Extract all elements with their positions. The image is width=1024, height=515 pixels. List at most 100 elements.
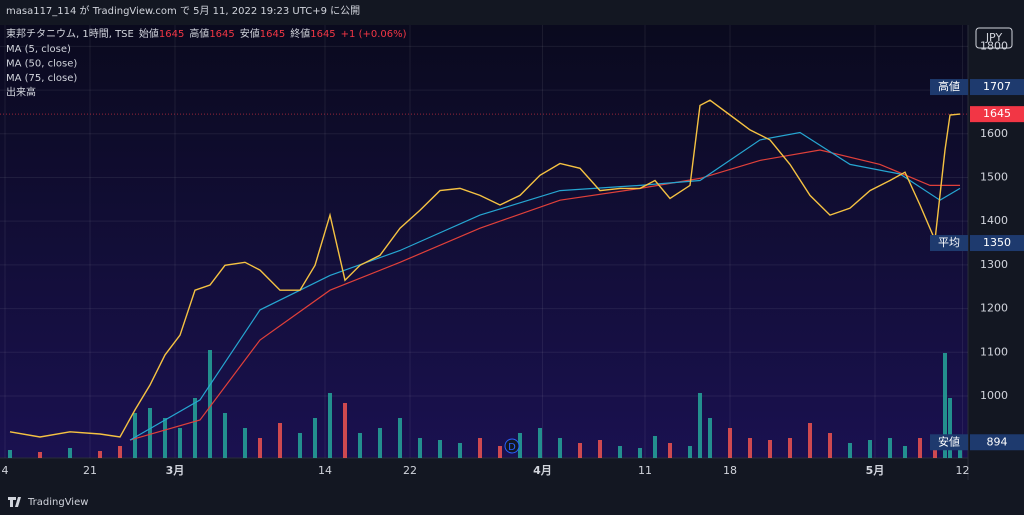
volume-bar xyxy=(38,452,42,458)
legend-indicator: MA (50, close) xyxy=(6,59,77,70)
volume-bar xyxy=(258,438,262,458)
volume-bar xyxy=(178,428,182,458)
volume-bar xyxy=(498,446,502,458)
volume-bar xyxy=(828,433,832,458)
price-tag xyxy=(930,79,968,96)
volume-bar xyxy=(518,433,522,458)
volume-bar xyxy=(133,413,137,458)
x-tick-label: 21 xyxy=(83,464,97,477)
volume-bar xyxy=(768,440,772,458)
x-tick-label: 4月 xyxy=(533,464,552,477)
volume-bar xyxy=(668,443,672,458)
legend-item: +1 (+0.06%) xyxy=(341,29,407,40)
volume-bar xyxy=(698,393,702,458)
price-value: 894 xyxy=(987,435,1008,448)
price-badge xyxy=(970,434,1024,451)
x-tick-label: 3月 xyxy=(166,464,185,477)
volume-bar xyxy=(868,440,872,458)
volume-bar xyxy=(948,398,952,458)
volume-bar xyxy=(933,443,937,458)
volume-bar xyxy=(598,440,602,458)
y-tick-label: 1400 xyxy=(980,214,1008,227)
dividend-icon[interactable] xyxy=(504,438,520,454)
volume-bar xyxy=(848,443,852,458)
x-tick-label: 14 xyxy=(318,464,332,477)
price-line xyxy=(9,99,961,438)
volume-bar xyxy=(748,438,752,458)
legend-item: 安値 xyxy=(240,27,260,40)
volume-bar xyxy=(638,448,642,458)
volume-bar xyxy=(808,423,812,458)
volume-bar xyxy=(298,433,302,458)
y-tick-label: 1100 xyxy=(980,345,1008,358)
x-tick-label: 11 xyxy=(638,464,652,477)
volume-bar xyxy=(118,446,122,458)
y-tick-label: 1800 xyxy=(980,39,1008,52)
x-tick-label: 12 xyxy=(956,464,970,477)
volume-bar xyxy=(788,438,792,458)
price-badge xyxy=(970,235,1024,252)
publisher: masa117_114 が TradingView.com で 5月 11, 2… xyxy=(6,4,360,17)
currency-badge[interactable] xyxy=(975,27,1013,49)
legend-item: 1645 xyxy=(209,29,234,40)
volume-bar xyxy=(418,438,422,458)
volume-bar xyxy=(313,418,317,458)
volume-bar xyxy=(688,446,692,458)
volume-bar xyxy=(903,446,907,458)
legend-item: 1645 xyxy=(260,29,285,40)
volume-bar xyxy=(538,428,542,458)
volume-bar xyxy=(458,443,462,458)
volume-bar xyxy=(328,393,332,458)
price-tag-label: 高値 xyxy=(938,79,960,93)
x-tick-label: 22 xyxy=(403,464,417,477)
price-badge xyxy=(970,79,1024,96)
volume-bar xyxy=(653,436,657,458)
legend-indicator: MA (75, close) xyxy=(6,73,77,84)
volume-bar xyxy=(558,438,562,458)
x-tick-label: 5月 xyxy=(866,464,885,477)
volume-bar xyxy=(358,433,362,458)
brand: TradingView xyxy=(27,497,88,508)
legend-item: 始値 xyxy=(139,27,159,40)
volume-bar xyxy=(708,418,712,458)
x-tick-label: 18 xyxy=(723,464,737,477)
y-tick-label: 1500 xyxy=(980,170,1008,183)
price-line xyxy=(129,149,960,441)
plot-area xyxy=(0,25,968,458)
y-tick-label: 1600 xyxy=(980,127,1008,140)
price-line xyxy=(129,131,961,441)
volume-bar xyxy=(278,423,282,458)
volume-bar xyxy=(193,398,197,458)
volume-bar xyxy=(343,403,347,458)
price-value: 1350 xyxy=(983,236,1011,249)
price-tag-label: 安値 xyxy=(938,434,960,448)
volume-bar xyxy=(888,438,892,458)
legend-item: 東邦チタニウム, 1時間, TSE xyxy=(6,27,134,40)
volume-bar xyxy=(578,443,582,458)
brand-logo xyxy=(8,497,21,507)
volume-bar xyxy=(8,450,12,458)
volume-bar xyxy=(943,353,947,458)
price-value: 1707 xyxy=(983,80,1011,93)
dividend-mark: D xyxy=(508,442,516,453)
currency: JPY xyxy=(985,31,1003,44)
volume-bar xyxy=(148,408,152,458)
volume-bar xyxy=(243,428,247,458)
volume-bar xyxy=(98,451,102,458)
volume-bar xyxy=(728,428,732,458)
volume-bar xyxy=(398,418,402,458)
legend-indicator: MA (5, close) xyxy=(6,44,71,55)
volume-bar xyxy=(378,428,382,458)
legend-item: 高値 xyxy=(189,27,209,40)
price-badge xyxy=(970,106,1024,123)
volume-bar xyxy=(68,448,72,458)
y-tick-label: 1000 xyxy=(980,389,1008,402)
volume-bar xyxy=(438,440,442,458)
volume-bar xyxy=(478,438,482,458)
price-value: 1645 xyxy=(983,107,1011,120)
legend-item: 1645 xyxy=(159,29,184,40)
price-tag xyxy=(930,434,968,451)
legend-item: 1645 xyxy=(310,29,335,40)
price-tag xyxy=(930,235,968,252)
